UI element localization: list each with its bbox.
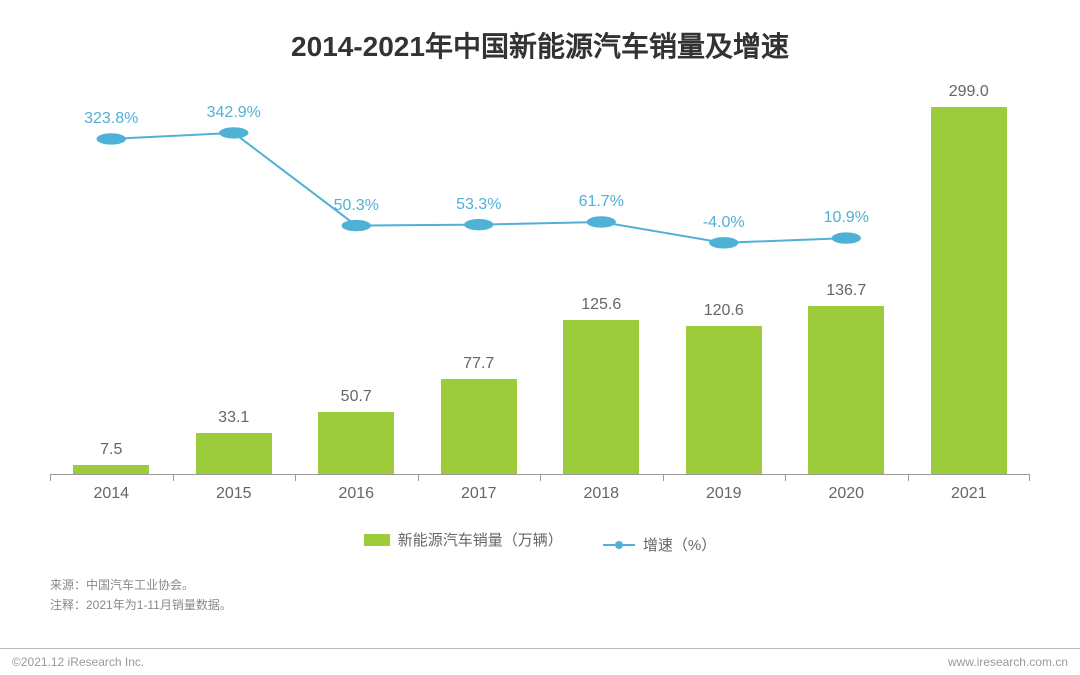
line-value-label: 10.9% <box>824 209 869 227</box>
chart-area: 7.533.150.777.7125.6120.6136.7299.0 323.… <box>50 95 1030 515</box>
copyright-text: ©2021.12 iResearch Inc. <box>12 655 144 669</box>
footnotes: 来源：中国汽车工业协会。 注释：2021年为1-11月销量数据。 <box>50 575 1030 616</box>
x-axis-label: 2019 <box>663 475 786 515</box>
legend: 新能源汽车销量（万辆） 增速（%） <box>50 529 1030 555</box>
legend-bar-swatch <box>364 534 390 546</box>
bottom-bar: ©2021.12 iResearch Inc. www.iresearch.co… <box>0 648 1080 675</box>
legend-bar: 新能源汽车销量（万辆） <box>364 529 563 550</box>
line-value-label: 50.3% <box>334 197 379 215</box>
chart-title: 2014-2021年中国新能源汽车销量及增速 <box>50 25 1030 65</box>
line-value-label: 53.3% <box>456 196 501 214</box>
legend-bar-label: 新能源汽车销量（万辆） <box>398 529 563 550</box>
line-value-label: 323.8% <box>84 110 138 128</box>
x-axis-label: 2015 <box>173 475 296 515</box>
x-axis-label: 2014 <box>50 475 173 515</box>
line-value-label: 342.9% <box>207 104 261 122</box>
x-axis-label: 2020 <box>785 475 908 515</box>
footnote-source: 来源：中国汽车工业协会。 <box>50 575 1030 595</box>
x-axis-label: 2018 <box>540 475 663 515</box>
legend-line-label: 增速（%） <box>643 534 716 555</box>
line-value-label: 61.7% <box>579 193 624 211</box>
legend-line: 增速（%） <box>603 534 716 555</box>
x-axis-label: 2016 <box>295 475 418 515</box>
line-overlay <box>50 95 1030 474</box>
x-axis: 20142015201620172018201920202021 <box>50 475 1030 515</box>
x-axis-label: 2017 <box>418 475 541 515</box>
line-value-label: -4.0% <box>703 214 745 232</box>
plot-region: 7.533.150.777.7125.6120.6136.7299.0 323.… <box>50 95 1030 475</box>
footnote-note: 注释：2021年为1-11月销量数据。 <box>50 595 1030 615</box>
source-url: www.iresearch.com.cn <box>948 655 1068 669</box>
x-axis-label: 2021 <box>908 475 1031 515</box>
chart-container: 2014-2021年中国新能源汽车销量及增速 7.533.150.777.712… <box>0 0 1080 675</box>
legend-line-swatch <box>603 541 635 549</box>
